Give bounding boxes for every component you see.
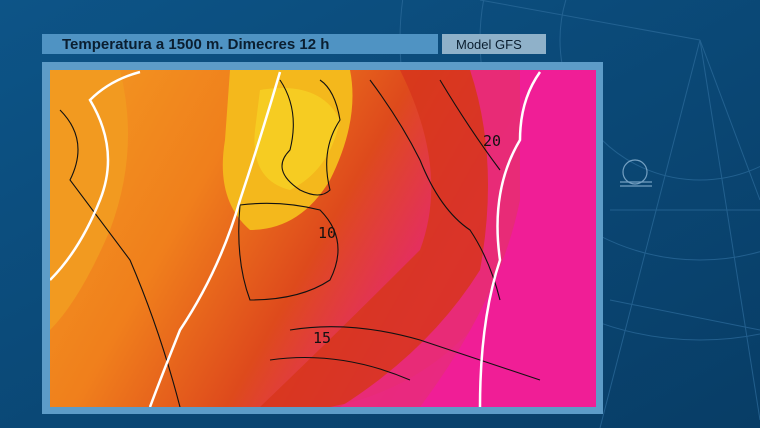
logo	[620, 159, 652, 187]
contour-label: 15	[313, 329, 331, 347]
contour-label: 10	[318, 224, 336, 242]
model-box	[442, 34, 546, 54]
model-label: Model GFS	[456, 37, 522, 52]
contour-label: 20	[483, 132, 501, 150]
map	[50, 70, 596, 407]
map-title: Temperatura a 1500 m. Dimecres 12 h	[62, 36, 329, 53]
title-bar	[42, 34, 438, 54]
